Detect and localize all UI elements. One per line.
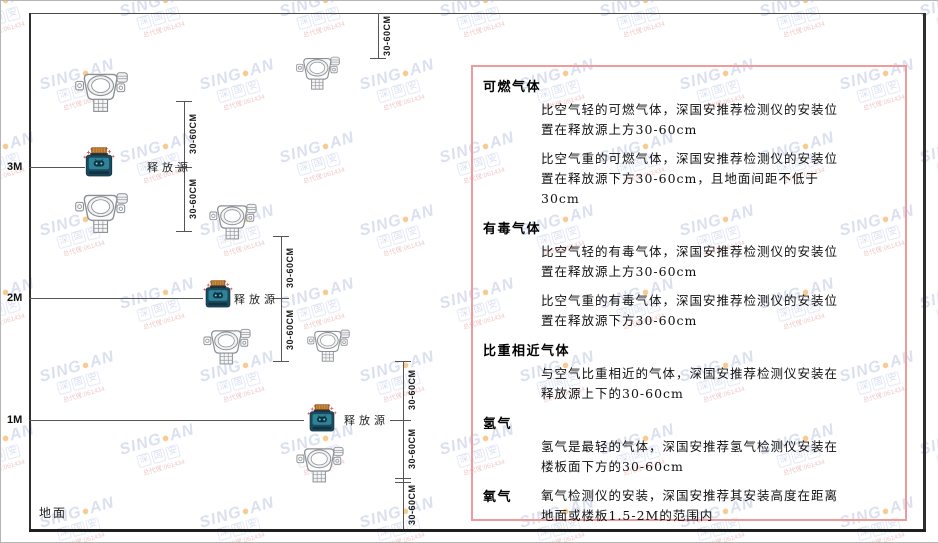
height-line-2m (29, 298, 203, 299)
height-label-2m: 2M (7, 292, 23, 304)
release-source-label-1m: 释放源 (344, 414, 389, 427)
section-heading: 可燃气体 (483, 80, 542, 95)
release-source-icon-3m (81, 147, 117, 178)
dim-tick (273, 361, 289, 362)
section-heading: 有毒气体 (483, 222, 542, 237)
gas-detector-icon-above-3m (74, 70, 129, 115)
height-line-1m (29, 420, 304, 421)
section-similar-density-gas: 比重相近气体 与空气比重相近的气体，深国安推荐检测仪安装在释放源上下的30-60… (483, 340, 893, 404)
guideline-panel: 可燃气体 比空气轻的可燃气体，深国安推荐检测仪的安装位置在释放源上方30-60c… (471, 65, 907, 523)
dim-tick (176, 231, 192, 232)
ceiling-line (29, 13, 926, 14)
guideline-paragraph: 与空气比重相近的气体，深国安推荐检测仪安装在释放源上下的30-60cm (541, 366, 839, 401)
section-heading: 氢气 (483, 417, 513, 432)
guideline-paragraph: 比空气重的可燃气体，深国安推荐检测仪的安装位置在释放源下方30-60cm，且地面… (541, 151, 839, 206)
release-source-label-3m: 释放源 (147, 161, 192, 174)
connector-3m (175, 167, 184, 168)
gas-detector-icon-above-2m (208, 202, 258, 242)
connector-1m (390, 420, 403, 421)
height-line-3m (29, 167, 85, 168)
dim-label-ground-clearance: 30-60CM (407, 484, 417, 526)
dim-label-3m-above: 30-60CM (188, 113, 198, 155)
release-source-icon-2m (201, 280, 235, 309)
dim-line-1m (403, 361, 404, 529)
section-heading: 氧气 (483, 490, 513, 505)
connector-2m (272, 298, 281, 299)
guideline-paragraph: 比空气轻的有毒气体，深国安推荐检测仪的安装位置在释放源上方30-60cm (541, 244, 839, 279)
ground-line (29, 529, 926, 532)
section-heading: 比重相近气体 (483, 344, 571, 359)
guideline-paragraph: 氧气检测仪的安装，深国安推荐其安装高度在距离地面或楼板1.5-2M的范围内 (541, 488, 839, 523)
gas-detector-icon-ceiling (295, 55, 341, 92)
release-source-icon-1m (305, 404, 339, 433)
dim-tick (395, 478, 411, 479)
release-source-label-2m: 释放源 (234, 293, 279, 306)
section-hydrogen: 氢气 氢气是最轻的气体，深国安推荐氢气检测仪安装在楼板面下方的30-60cm (483, 413, 893, 477)
dim-tick (273, 298, 289, 299)
dim-line-ceiling (378, 13, 379, 58)
height-label-3m: 3M (7, 161, 23, 173)
guideline-paragraph: 氢气是最轻的气体，深国安推荐氢气检测仪安装在楼板面下方的30-60cm (541, 439, 839, 474)
right-wall-line (923, 13, 926, 531)
guideline-paragraph: 比空气轻的可燃气体，深国安推荐检测仪的安装位置在释放源上方30-60cm (541, 102, 839, 137)
dim-tick (395, 361, 411, 362)
dim-label-3m-below: 30-60CM (188, 178, 198, 220)
dim-tick (395, 482, 411, 483)
dim-label-ceiling: 30-60CM (382, 15, 392, 57)
dim-label-2m-above: 30-60CM (285, 247, 295, 288)
height-label-1m: 1M (7, 414, 23, 426)
dim-tick (370, 58, 386, 59)
ground-label: 地面 (39, 506, 68, 520)
left-wall-line (29, 13, 31, 531)
section-oxygen: 氧气 氧气检测仪的安装，深国安推荐其安装高度在距离地面或楼板1.5-2M的范围内 (483, 486, 893, 526)
dim-tick (176, 101, 192, 102)
dim-label-1m-above: 30-60CM (407, 369, 417, 411)
gas-detector-icon-below-1m (295, 445, 345, 485)
dim-tick (176, 167, 192, 168)
dim-tick (273, 236, 289, 237)
dim-line-3m (184, 101, 185, 231)
gas-detector-icon-below-2m (202, 327, 252, 367)
guideline-paragraph: 比空气重的有毒气体，深国安推荐检测仪的安装位置在释放源下方30-60cm (541, 293, 839, 328)
section-toxic-gas: 有毒气体 比空气轻的有毒气体，深国安推荐检测仪的安装位置在释放源上方30-60c… (483, 218, 893, 331)
dim-label-1m-below: 30-60CM (407, 428, 417, 470)
section-combustible-gas: 可燃气体 比空气轻的可燃气体，深国安推荐检测仪的安装位置在释放源上方30-60c… (483, 76, 893, 209)
gas-detector-icon-below-3m (74, 191, 129, 236)
dim-label-2m-below: 30-60CM (285, 309, 295, 350)
dim-tick (395, 420, 411, 421)
gas-detector-icon-above-1m (306, 328, 351, 364)
